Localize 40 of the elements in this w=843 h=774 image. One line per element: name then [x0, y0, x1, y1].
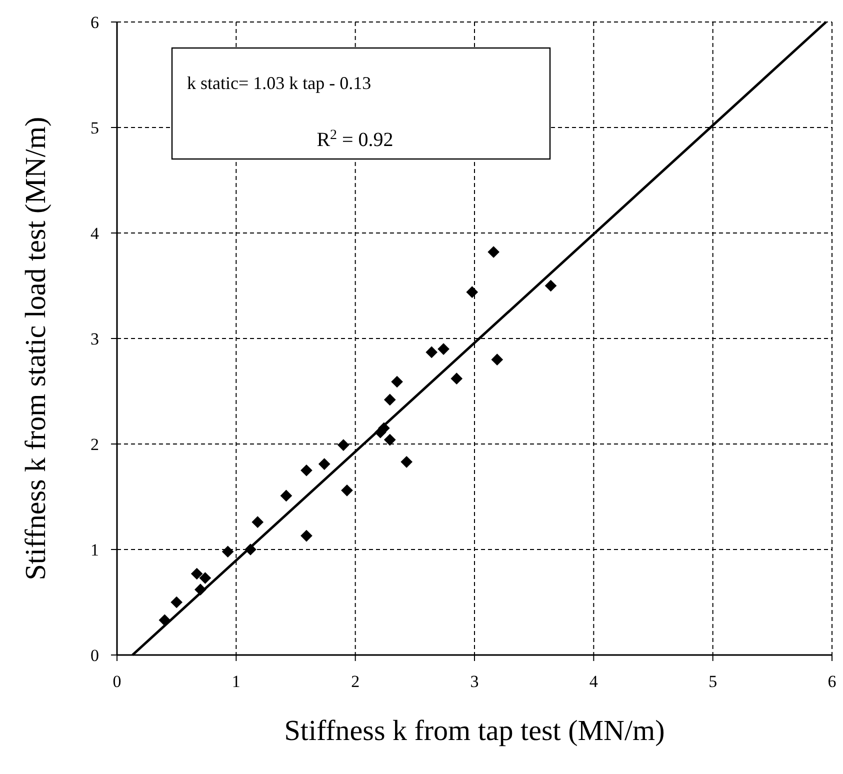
point	[280, 490, 292, 502]
point	[384, 394, 396, 406]
y-tick-label: 5	[90, 118, 99, 138]
point	[338, 439, 350, 451]
point	[491, 354, 504, 366]
point	[438, 343, 450, 355]
annotation: R$^{2}$ = 0.92	[316, 128, 394, 151]
point	[391, 376, 403, 388]
point	[544, 280, 557, 292]
point	[341, 484, 353, 496]
annotation: k static= 1.03 k tap - 0.13	[187, 73, 372, 93]
x-tick-label: 4	[589, 672, 598, 691]
x-tick-label: 6	[828, 672, 836, 691]
x-tick-label: 3	[470, 672, 479, 691]
point	[318, 458, 330, 470]
x-tick-label: 2	[351, 672, 360, 691]
point	[252, 516, 264, 528]
y-tick-label: 6	[90, 13, 99, 32]
point	[300, 464, 312, 476]
y-tick-label: 2	[90, 435, 99, 454]
y-tick-label: 1	[90, 540, 99, 560]
point	[190, 568, 203, 580]
point	[384, 434, 396, 446]
point	[222, 546, 234, 558]
x-tick-label: 5	[708, 672, 718, 691]
y-tick-label: 3	[90, 330, 99, 348]
point	[466, 286, 478, 298]
y-tick-label: 0	[90, 646, 99, 665]
point	[488, 246, 500, 258]
x-tick-label: 1	[232, 672, 240, 691]
y-axis-title: Stiffness k from static load test (MN/m)	[20, 116, 52, 580]
point	[199, 572, 212, 584]
point	[300, 530, 312, 542]
point	[400, 456, 412, 468]
x-tick-label: 0	[112, 672, 122, 691]
point	[450, 372, 463, 385]
point	[426, 346, 438, 358]
y-tick-label: 4	[90, 224, 100, 243]
point	[170, 596, 182, 608]
x-axis-title: Stiffness k from tap test (MN/m)	[284, 715, 665, 747]
